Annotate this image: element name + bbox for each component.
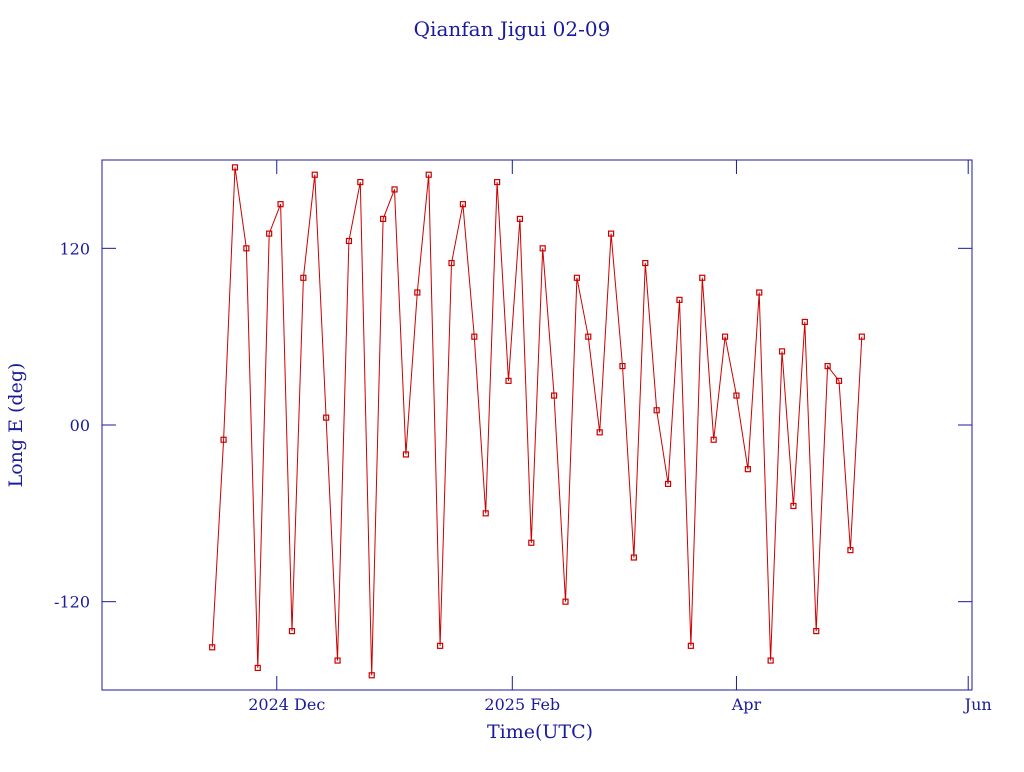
data-point	[847, 547, 854, 554]
y-tick-label: 120	[59, 239, 90, 258]
data-point	[710, 436, 717, 443]
data-point	[790, 502, 797, 510]
data-point	[539, 245, 546, 252]
data-point	[550, 392, 558, 399]
data-point	[368, 672, 375, 679]
data-point	[767, 657, 774, 664]
data-point	[744, 466, 751, 473]
data-point	[494, 178, 501, 186]
x-tick-label: Jun	[963, 695, 992, 714]
data-point	[801, 318, 808, 326]
data-point	[425, 171, 432, 178]
data-point	[414, 289, 421, 296]
data-point	[231, 164, 239, 171]
data-point	[642, 259, 649, 267]
data-point	[756, 289, 763, 296]
data-point	[402, 451, 410, 458]
data-point	[505, 377, 512, 384]
x-tick-label: 2024 Dec	[248, 695, 325, 714]
data-point	[357, 178, 364, 186]
data-point	[562, 598, 569, 605]
data-point	[254, 664, 261, 672]
data-point	[323, 414, 330, 421]
data-point	[516, 215, 524, 222]
data-point	[573, 274, 580, 281]
data-point	[676, 296, 683, 303]
data-point	[288, 628, 296, 635]
x-tick-label: Apr	[731, 695, 762, 714]
data-point	[528, 539, 535, 546]
data-point	[778, 348, 786, 355]
data-point	[277, 201, 284, 208]
data-point	[733, 392, 740, 399]
data-point	[630, 554, 637, 561]
data-point	[607, 230, 615, 237]
y-axis-label: Long E (deg)	[5, 363, 27, 488]
data-point	[311, 171, 318, 178]
data-point	[220, 436, 227, 443]
x-tick-label: 2025 Feb	[484, 695, 560, 714]
data-point	[653, 407, 660, 414]
data-point	[448, 259, 455, 267]
data-point	[391, 186, 398, 193]
data-point	[334, 657, 341, 664]
x-axis-label: Time(UTC)	[487, 721, 593, 743]
data-point	[664, 480, 672, 487]
data-point	[858, 333, 865, 340]
y-tick-label: -120	[54, 593, 90, 612]
data-point	[596, 429, 603, 436]
data-point	[300, 274, 307, 281]
data-point	[585, 333, 592, 340]
data-point	[835, 377, 843, 384]
series-line	[211, 167, 863, 676]
data-point	[619, 363, 626, 370]
data-point	[437, 642, 444, 649]
y-tick-label: 00	[70, 416, 90, 435]
data-point	[687, 642, 694, 649]
data-point	[345, 237, 353, 245]
data-point	[471, 333, 478, 340]
data-point	[209, 644, 216, 651]
data-point	[699, 274, 706, 281]
plot-area	[209, 164, 865, 679]
data-point	[482, 510, 489, 517]
data-point	[813, 628, 820, 635]
chart-title: Qianfan Jigui 02-09	[414, 17, 611, 41]
data-point	[721, 333, 729, 340]
data-point	[824, 363, 831, 370]
data-point	[266, 230, 273, 237]
data-point	[380, 215, 387, 222]
data-point	[243, 245, 250, 252]
data-point	[459, 201, 467, 208]
